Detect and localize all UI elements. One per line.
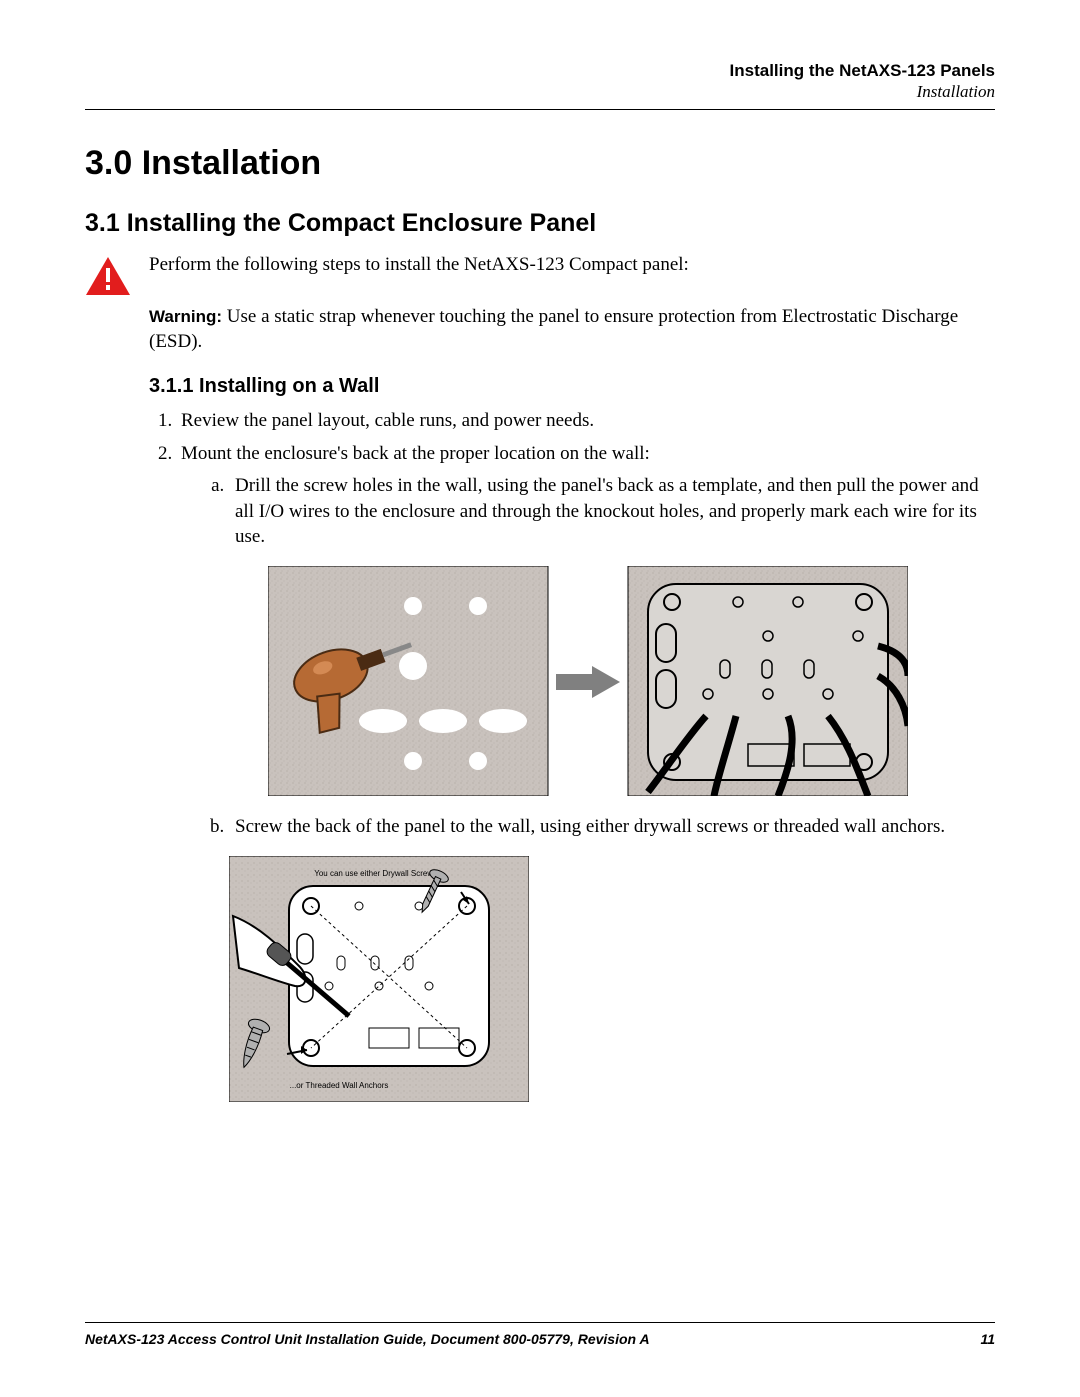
section-heading-3-0: 3.0 Installation [85,144,995,183]
figure-screw-anchors: You can use either Drywall Screws... [229,856,995,1102]
section-heading-3-1: 3.1 Installing the Compact Enclosure Pan… [85,209,995,238]
step-2a: Drill the screw holes in the wall, using… [229,473,995,550]
step-1: Review the panel layout, cable runs, and… [177,408,995,434]
step-2-sublist: Drill the screw holes in the wall, using… [229,473,995,550]
step-2-sublist-b: Screw the back of the panel to the wall,… [229,814,995,840]
footer-page-number: 11 [980,1331,995,1347]
warning-triangle-icon [85,256,131,296]
figure-drill-and-mount [181,566,995,796]
figure2-label-top: You can use either Drywall Screws... [314,869,444,878]
step-2-text: Mount the enclosure's back at the proper… [181,443,650,464]
warning-label: Warning: [149,307,222,326]
step-list: Review the panel layout, cable runs, and… [177,408,995,1102]
page-header: Installing the NetAXS-123 Panels Install… [85,60,995,103]
figure2-label-bottom: ...or Threaded Wall Anchors [290,1081,389,1090]
intro-row: Perform the following steps to install t… [85,252,995,296]
header-subtitle: Installation [85,81,995,102]
warning-text: Use a static strap whenever touching the… [149,306,958,353]
intro-text: Perform the following steps to install t… [149,252,689,278]
header-title: Installing the NetAXS-123 Panels [85,60,995,81]
page-footer: NetAXS-123 Access Control Unit Installat… [85,1322,995,1347]
header-rule [85,109,995,110]
section-heading-3-1-1: 3.1.1 Installing on a Wall [149,375,995,398]
step-2: Mount the enclosure's back at the proper… [177,441,995,1101]
footer-rule [85,1322,995,1323]
subsection-3-1-1: 3.1.1 Installing on a Wall Review the pa… [149,375,995,1102]
warning-block: Warning: Use a static strap whenever tou… [149,304,995,355]
step-2b: Screw the back of the panel to the wall,… [229,814,995,840]
footer-doc-info: NetAXS-123 Access Control Unit Installat… [85,1331,650,1347]
